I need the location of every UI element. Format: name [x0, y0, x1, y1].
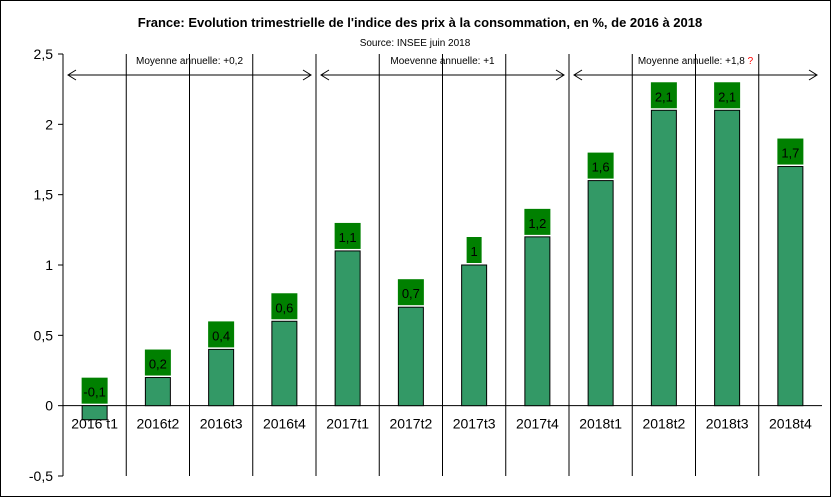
- arrow-head-left: [67, 69, 77, 81]
- bar: [524, 236, 551, 407]
- data-label-box: [650, 82, 677, 109]
- data-label-box: [714, 82, 741, 109]
- arrow-head-right: [302, 69, 312, 81]
- arrow-head-right: [808, 69, 818, 81]
- x-tick-label: 2017t1: [326, 416, 369, 432]
- arrow-head-left: [320, 69, 330, 81]
- chart-title: France: Evolution trimestrielle de l'ind…: [138, 15, 702, 30]
- y-tick-label: 2: [45, 116, 53, 132]
- bar: [144, 377, 171, 407]
- x-tick-label: 2018t3: [706, 416, 749, 432]
- x-tick-label: 2016t4: [263, 416, 306, 432]
- x-tick-label: 2018t1: [579, 416, 622, 432]
- x-tick-label: 2016t2: [136, 416, 179, 432]
- chart-subtitle: Source: INSEE juin 2018: [360, 38, 471, 49]
- bar: [650, 109, 677, 407]
- x-tick-label: 2018t4: [769, 416, 812, 432]
- x-tick-label: 2017t3: [453, 416, 496, 432]
- arrow-head-right: [555, 69, 565, 81]
- bar: [397, 306, 424, 407]
- data-label: 0,7: [402, 286, 420, 301]
- x-tick-label: 2016 t1: [71, 416, 118, 432]
- x-tick-label: 2017t2: [389, 416, 432, 432]
- data-label-box: [208, 321, 235, 348]
- data-label: 1,6: [592, 160, 610, 175]
- y-tick-label: 2,5: [34, 46, 54, 62]
- data-label-box: [777, 138, 804, 165]
- data-label-box: [81, 377, 108, 404]
- data-label: 1,2: [528, 216, 546, 231]
- bar: [334, 250, 361, 407]
- data-label: 2,1: [655, 89, 673, 104]
- arrow-head-left: [573, 69, 583, 81]
- x-tick-label: 2016t3: [200, 416, 243, 432]
- x-tick-label: 2017t4: [516, 416, 559, 432]
- data-label: -0,1: [83, 385, 105, 400]
- annual-average-label: Moevenne annuelle: +1: [390, 56, 495, 67]
- data-label-box: [524, 208, 551, 235]
- x-tick-label: 2018t2: [642, 416, 685, 432]
- annual-average-label: Moyenne annuelle: +0,2: [136, 56, 243, 67]
- data-label: 1,1: [339, 230, 357, 245]
- data-label-box: [271, 293, 298, 320]
- y-tick-label: -0,5: [29, 468, 53, 484]
- data-label: 0,6: [275, 300, 293, 315]
- data-label-box: [466, 237, 482, 263]
- bar: [587, 180, 614, 407]
- annual-average-label: Moyenne annuelle: +1,8 ?: [638, 56, 754, 67]
- bar: [777, 166, 804, 407]
- bar: [714, 109, 741, 407]
- data-label: 0,2: [149, 357, 167, 372]
- bar: [81, 405, 108, 421]
- data-label: 1: [471, 244, 478, 259]
- bar: [271, 320, 298, 407]
- y-tick-label: 1,5: [34, 187, 54, 203]
- y-tick-label: 1: [45, 257, 53, 273]
- data-label: 1,7: [781, 146, 799, 161]
- data-label-box: [144, 349, 171, 376]
- bar: [208, 348, 235, 407]
- data-label: 2,1: [718, 89, 736, 104]
- y-tick-label: 0,5: [34, 327, 54, 343]
- data-label: 0,4: [212, 328, 230, 343]
- y-tick-label: 0: [45, 398, 53, 414]
- data-label-box: [587, 152, 614, 179]
- data-label-box: [334, 222, 361, 249]
- bar: [461, 264, 488, 407]
- data-label-box: [397, 279, 424, 306]
